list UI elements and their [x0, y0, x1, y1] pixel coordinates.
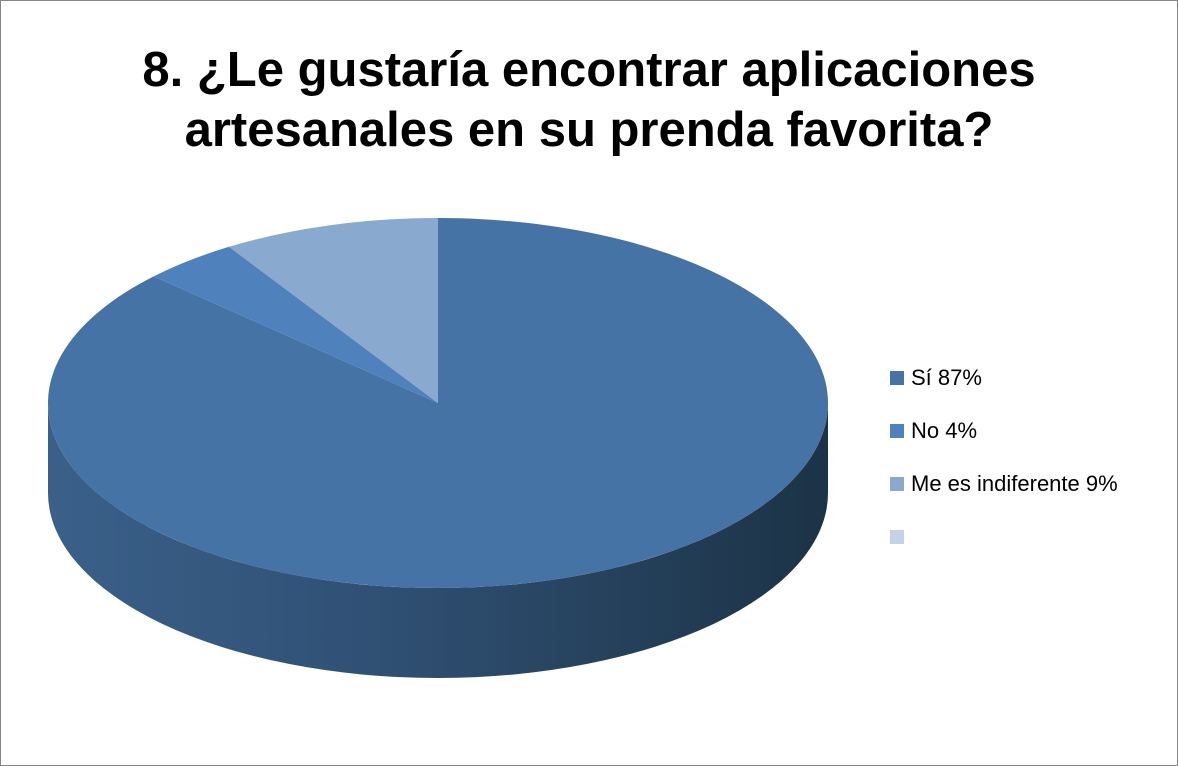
chart-legend: Sí 87% No 4% Me es indiferente 9%: [890, 364, 1118, 576]
legend-label-indiferente: Me es indiferente 9%: [911, 471, 1118, 496]
chart-title-line-1: 8. ¿Le gustaría encontrar aplicaciones: [142, 43, 1036, 97]
legend-item-indiferente: Me es indiferente 9%: [890, 470, 1118, 498]
legend-label-no: No 4%: [911, 418, 978, 443]
legend-swatch-no: [890, 424, 904, 438]
chart-title: 8. ¿Le gustaría encontrar aplicaciones a…: [0, 40, 1178, 160]
legend-swatch-empty: [890, 530, 904, 544]
pie-top: [47, 218, 828, 589]
legend-item-si: Sí 87%: [890, 364, 1118, 392]
pie-slice-indiferente: [229, 218, 438, 403]
legend-swatch-indiferente: [890, 477, 904, 491]
chart-title-line-2: artesanales en su prenda favorita?: [184, 103, 994, 157]
legend-item-no: No 4%: [890, 417, 1118, 445]
pie-side-wall: [48, 403, 828, 678]
legend-swatch-si: [890, 371, 904, 385]
pie-slice-no: [153, 246, 438, 403]
pie-side: [48, 403, 828, 678]
legend-item-empty: [890, 523, 1118, 551]
pie-slice-si: [47, 218, 828, 589]
legend-label-si: Sí 87%: [911, 365, 982, 390]
